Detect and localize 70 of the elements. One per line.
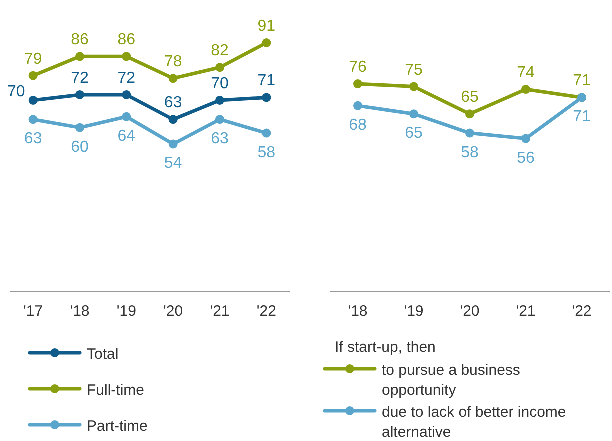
point [28,115,38,124]
point [168,140,178,149]
x-tick-label: '21 [210,303,230,320]
data-label: 56 [517,150,535,167]
x-tick-label: '18 [348,303,368,320]
data-label: 58 [461,144,479,162]
data-label: 64 [118,128,136,145]
data-label: 63 [164,94,182,112]
data-label: 72 [71,70,89,87]
x-tick-label: '20 [460,303,480,320]
data-label: 70 [211,75,229,92]
data-label: 71 [258,72,276,90]
data-label: 54 [164,155,182,172]
point [76,52,84,62]
point [168,115,178,124]
data-label: 79 [24,50,42,68]
data-label: 91 [258,18,276,35]
data-label: 82 [211,42,229,60]
point [216,115,224,124]
point [76,90,84,100]
legend-label: Total [87,346,119,363]
point [76,123,84,132]
legend-label: Full-time [87,382,145,399]
point [216,96,224,105]
data-label: 63 [211,130,229,148]
point [410,82,418,92]
point [262,128,272,138]
x-tick-label: '21 [516,303,536,320]
data-label: 78 [164,54,182,71]
point [168,74,178,84]
point [28,96,38,105]
x-tick-label: '22 [256,303,276,320]
data-label: 72 [118,70,136,87]
x-tick-label: '19 [404,303,424,320]
data-label: 76 [349,59,367,76]
point [262,93,272,102]
data-label: 86 [71,32,89,49]
data-label: 74 [517,64,535,82]
data-label: 58 [258,144,276,162]
legend-label: Part-time [87,418,148,435]
data-label: 75 [405,62,423,79]
point [122,112,132,122]
x-tick-label: '22 [572,303,592,320]
data-label: 71 [573,72,591,90]
data-label: 63 [24,130,42,148]
point [410,110,418,119]
x-tick-label: '19 [116,303,136,320]
point [522,85,530,94]
point [28,71,38,80]
point [122,52,132,62]
data-label: 65 [461,89,479,106]
point [354,101,362,110]
point [262,38,272,48]
x-tick-label: '17 [24,303,44,320]
point [122,90,132,100]
point [466,128,474,138]
x-tick-label: '20 [164,303,184,320]
legend-title: If start-up, then [335,339,436,356]
data-label: 86 [118,32,136,49]
point [466,110,474,119]
legend-label: due to lack of better income alternative [382,404,566,441]
x-tick-label: '18 [70,303,90,320]
point [216,63,224,72]
point [522,134,530,144]
point [354,80,362,89]
data-label: 65 [405,125,423,142]
data-label: 60 [71,138,89,156]
data-label: 70 [8,83,26,100]
data-label: 68 [349,116,367,134]
data-label: 71 [573,108,591,126]
